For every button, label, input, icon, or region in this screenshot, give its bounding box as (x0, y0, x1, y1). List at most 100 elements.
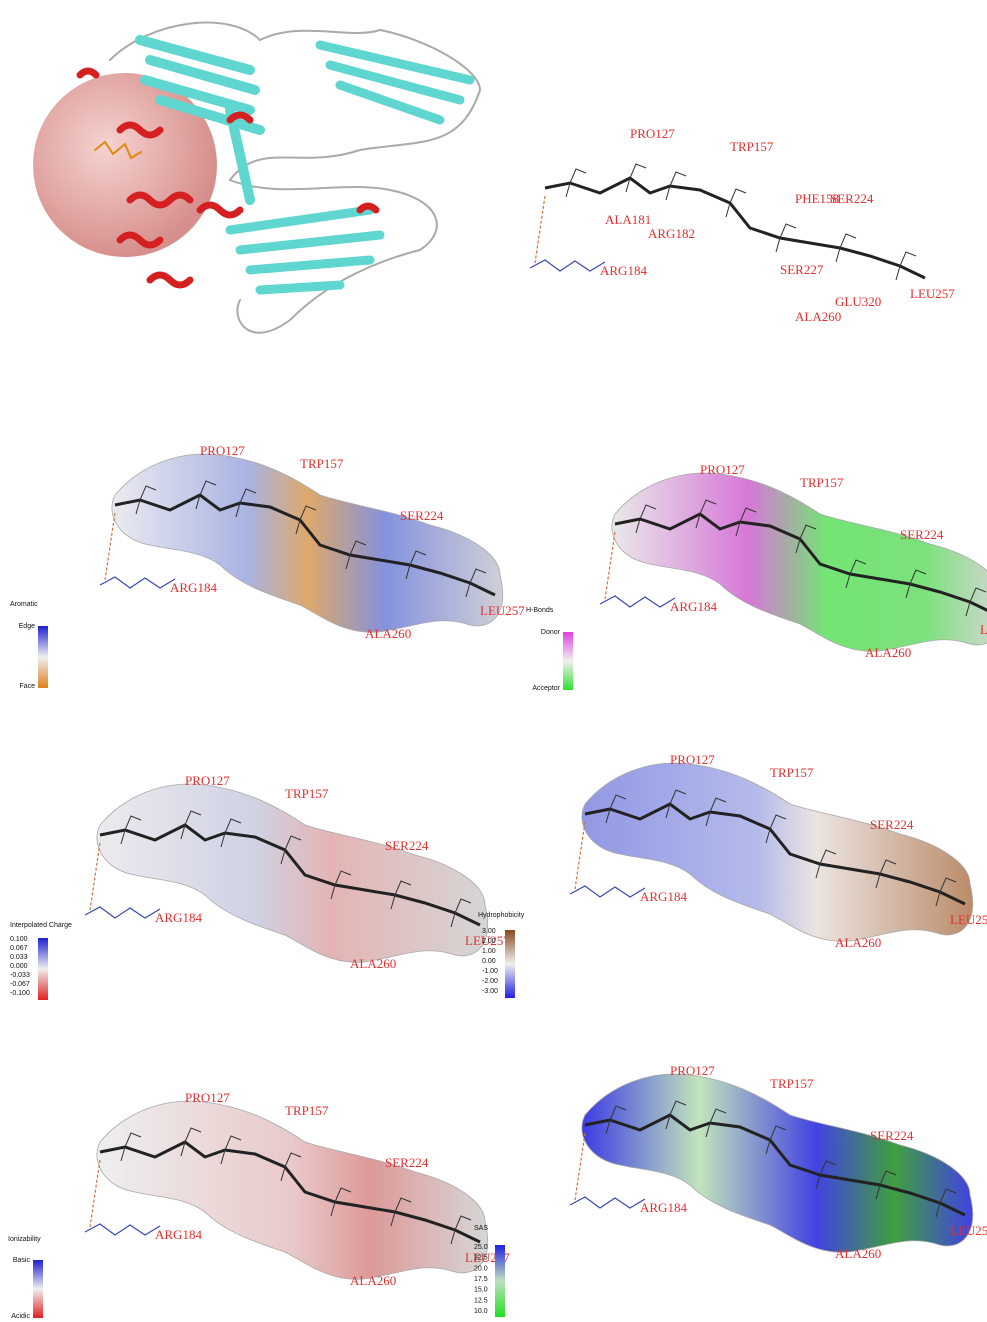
legend-tick: -2.00 (482, 978, 498, 985)
residue-label: TRP157 (285, 786, 329, 801)
surface (612, 473, 987, 651)
residue-label: ARG184 (155, 910, 202, 925)
residue-label: SER224 (385, 838, 429, 853)
hbond (90, 843, 100, 910)
legend-title: Hydrophobicity (478, 912, 525, 919)
residue-label: PRO127 (670, 1063, 715, 1078)
residue-label: ARG184 (155, 1227, 202, 1242)
arg-chain (85, 907, 160, 918)
legend-bar (38, 626, 48, 688)
surface (97, 1101, 488, 1279)
surface (582, 763, 973, 941)
residue-label: ARG184 (640, 1200, 687, 1215)
legend-tick: 10.0 (474, 1308, 488, 1315)
residue-label: LEU257 (980, 622, 987, 637)
panel-aromatic: PRO127 TRP157 SER224 ARG184 LEU257 ALA260 (100, 443, 525, 641)
residue-label: TRP157 (770, 765, 814, 780)
legend-top: Basic (13, 1257, 31, 1264)
legend-title: Ionizability (8, 1236, 41, 1243)
legend-tick: 3.00 (482, 928, 496, 935)
residue-label: ARG184 (640, 889, 687, 904)
panel-hbonds: PRO127 TRP157 SER224 ARG184 LEU257 ALA260 (600, 462, 987, 660)
legend-tick: 17.5 (474, 1276, 488, 1283)
residue-label: ALA260 (795, 309, 841, 324)
residue-label: SER224 (830, 191, 874, 206)
residue-label: SER224 (900, 527, 944, 542)
legend-tick: 22.5 (474, 1255, 488, 1262)
legend-top: Donor (541, 629, 561, 636)
legend-tick: 20.0 (474, 1265, 488, 1272)
residue-label: TRP157 (770, 1076, 814, 1091)
arg-chain (600, 596, 675, 607)
surface (97, 784, 488, 962)
legend-bar (38, 938, 48, 1000)
residue-label: ARG184 (670, 599, 717, 614)
residue-label: PRO127 (670, 752, 715, 767)
legend-top: Edge (19, 623, 35, 630)
residue-label: PRO127 (185, 773, 230, 788)
arg-chain (570, 1197, 645, 1208)
residue-label: SER224 (400, 508, 444, 523)
legend-bar (563, 632, 573, 690)
residue-label: TRP157 (285, 1103, 329, 1118)
residue-label: GLU320 (835, 294, 881, 309)
legend-bottom: Face (19, 683, 35, 690)
residue-label: LEU257 (950, 912, 987, 927)
residue-label: ALA260 (865, 645, 911, 660)
legend-title: H-Bonds (526, 607, 554, 614)
legend-tick: -0.033 (10, 972, 30, 979)
legend-tick: 0.100 (10, 936, 28, 943)
surface (582, 1074, 973, 1252)
legend-tick: 0.033 (10, 954, 28, 961)
residue-label: TRP157 (730, 139, 774, 154)
hbond (575, 1133, 585, 1200)
legend-tick: -1.00 (482, 968, 498, 975)
legend-tick: -3.00 (482, 988, 498, 995)
residue-label: SER224 (385, 1155, 429, 1170)
hbond (90, 1160, 100, 1227)
residue-label: ALA260 (365, 626, 411, 641)
residue-label: SER224 (870, 817, 914, 832)
residue-label: PRO127 (200, 443, 245, 458)
residue-label: LEU257 (910, 286, 955, 301)
legend-bar (495, 1245, 505, 1317)
residue-label: PRO127 (185, 1090, 230, 1105)
legend-bottom: Acceptor (532, 685, 560, 692)
legend-tick: 0.067 (10, 945, 28, 952)
arg-chain (570, 886, 645, 897)
residue-label: LEU257 (950, 1223, 987, 1238)
residue-label: SER227 (780, 262, 824, 277)
residue-label: ALA260 (350, 1273, 396, 1288)
legend-title: Aromatic (10, 601, 38, 608)
hbond (535, 196, 545, 263)
residue-label: ARG184 (170, 580, 217, 595)
residue-label: ALA181 (605, 212, 651, 227)
legend-bar (505, 930, 515, 998)
figure: PRO127TRP157PHE158SER224ALA181ARG182ARG1… (0, 0, 987, 1322)
legend-tick: 2.00 (482, 938, 496, 945)
legend-bottom: Acidic (11, 1313, 30, 1320)
residue-label: ALA260 (835, 1246, 881, 1261)
legend-tick: -0.067 (10, 981, 30, 988)
legend-tick: 0.00 (482, 958, 496, 965)
residue-label: TRP157 (800, 475, 844, 490)
legend-tick: -0.100 (10, 990, 30, 997)
panel-ionizability: PRO127TRP157SER224ARG184LEU257ALA260 (85, 1090, 510, 1288)
legend-tick: 12.5 (474, 1297, 488, 1304)
legend-title: SAS (474, 1225, 488, 1232)
legend-tick: 0.000 (10, 963, 28, 970)
arg-chain (100, 577, 175, 588)
residue-label: ALA260 (350, 956, 396, 971)
residue-label: LEU257 (480, 603, 525, 618)
hbond (105, 513, 115, 580)
arg-chain (85, 1224, 160, 1235)
residue-label: PRO127 (700, 462, 745, 477)
residue-label: SER224 (870, 1128, 914, 1143)
surface (112, 454, 503, 632)
legend-tick: 1.00 (482, 948, 496, 955)
residue-label: TRP157 (300, 456, 344, 471)
panel-interactions: PRO127TRP157PHE158SER224ALA181ARG182ARG1… (530, 126, 955, 324)
residue-label: ARG184 (600, 263, 647, 278)
